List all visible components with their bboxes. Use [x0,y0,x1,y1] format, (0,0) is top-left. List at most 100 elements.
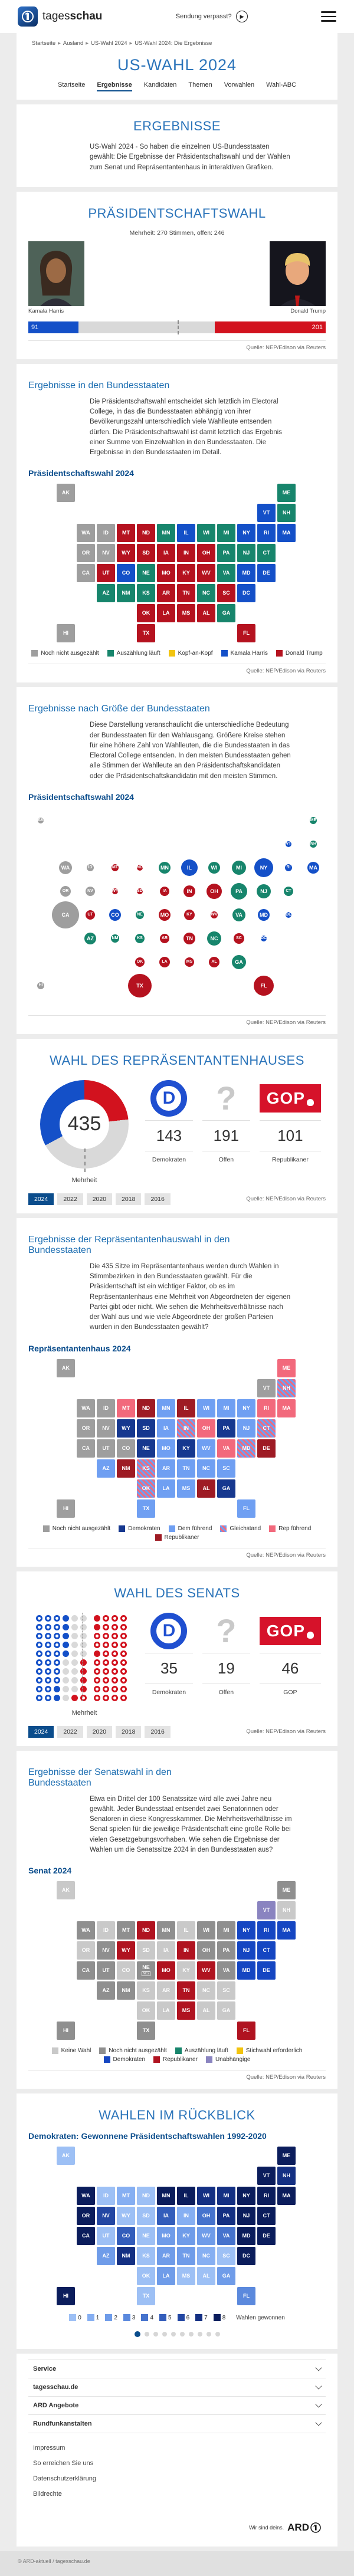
state-NY[interactable]: NY [237,1399,255,1417]
state-MS[interactable]: MS [177,2001,195,2020]
state-WA[interactable]: WA [77,1399,95,1417]
bubble-state-IL[interactable]: IL [181,859,198,876]
state-TX[interactable]: TX [137,624,155,643]
bubble-state-WA[interactable]: WA [59,861,72,874]
carousel-dot-8[interactable] [197,2332,202,2337]
bubble-state-FL[interactable]: FL [254,975,274,996]
state-NE[interactable]: NE [137,2227,155,2245]
state-ME[interactable]: ME [277,484,296,503]
state-CO[interactable]: CO [117,1439,135,1458]
state-MO[interactable]: MO [157,564,175,583]
state-IL[interactable]: IL [177,1921,195,1940]
state-IN[interactable]: IN [177,1419,195,1438]
state-IL[interactable]: IL [177,2187,195,2205]
state-OH[interactable]: OH [197,2207,215,2225]
carousel-dot-5[interactable] [171,2332,176,2337]
tab-startseite[interactable]: Startseite [57,81,86,88]
state-AK[interactable]: AK [57,484,75,503]
carousel-dot-4[interactable] [162,2332,167,2337]
bubble-state-MI[interactable]: MI [232,860,246,875]
state-IL[interactable]: IL [177,1399,195,1417]
bubble-state-NJ[interactable]: NJ [257,884,271,898]
state-NH[interactable]: NH [277,2167,296,2185]
state-ID[interactable]: ID [97,524,115,543]
bubble-state-DE[interactable]: DE [286,911,291,918]
tab-vorwahlen[interactable]: Vorwahlen [224,81,255,88]
bubble-state-TN[interactable]: TN [183,932,195,944]
state-VA[interactable]: VA [217,564,235,583]
state-MN[interactable]: MN [157,524,175,543]
state-OK[interactable]: OK [137,604,155,623]
state-VA[interactable]: VA [217,1439,235,1458]
state-ME[interactable]: ME [277,1358,296,1377]
state-AK[interactable]: AK [57,2147,75,2165]
state-NJ[interactable]: NJ [237,544,255,563]
bubble-state-CA[interactable]: CA [52,901,79,928]
state-NC[interactable]: NC [197,1459,215,1478]
bubble-state-AZ[interactable]: AZ [84,932,96,944]
state-AL[interactable]: AL [197,2267,215,2285]
state-CT[interactable]: CT [257,1419,276,1438]
bubble-state-OR[interactable]: OR [60,885,71,897]
tab-wahl-abc[interactable]: Wahl-ABC [266,81,297,88]
state-OR[interactable]: OR [77,2207,95,2225]
state-MO[interactable]: MO [157,1961,175,1980]
footer-link-datenschutzerkl-rung[interactable]: Datenschutzerklärung [33,2475,97,2482]
footer-link-bildrechte[interactable]: Bildrechte [33,2490,62,2498]
bubble-state-HI[interactable]: HI [37,982,44,989]
bubble-state-SD[interactable]: SD [137,888,143,894]
state-MT[interactable]: MT [117,1921,135,1940]
state-OR[interactable]: OR [77,544,95,563]
year-tab-2024[interactable]: 2024 [28,1193,54,1205]
state-FL[interactable]: FL [237,1499,255,1518]
bubble-state-ID[interactable]: ID [87,864,94,871]
state-TN[interactable]: TN [177,2247,195,2265]
state-ID[interactable]: ID [97,2187,115,2205]
state-NV[interactable]: NV [97,1941,115,1960]
state-CT[interactable]: CT [257,544,276,563]
state-NC[interactable]: NC [197,584,215,603]
state-PA[interactable]: PA [217,1941,235,1960]
breadcrumb-item[interactable]: US-Wahl 2024: Die Ergebnisse [135,40,212,47]
state-SD[interactable]: SD [137,1419,155,1438]
year-tab-2016[interactable]: 2016 [145,1193,171,1205]
bubble-state-DC[interactable]: DC [260,935,267,941]
bubble-state-SC[interactable]: SC [234,933,244,944]
bubble-state-NC[interactable]: NC [207,931,221,946]
state-DC[interactable]: DC [237,2247,255,2265]
bubble-state-KS[interactable]: KS [135,933,145,943]
state-KS[interactable]: KS [137,1459,155,1478]
tab-ergebnisse[interactable]: Ergebnisse [97,81,132,91]
bubble-state-GA[interactable]: GA [232,954,246,969]
state-KY[interactable]: KY [177,1961,195,1980]
state-ID[interactable]: ID [97,1399,115,1417]
state-CA[interactable]: CA [77,2227,95,2245]
state-MS[interactable]: MS [177,604,195,623]
state-CA[interactable]: CA [77,564,95,583]
hamburger-menu-icon[interactable] [320,11,336,22]
state-SC[interactable]: SC [217,2247,235,2265]
state-DC[interactable]: DC [237,584,255,603]
state-WY[interactable]: WY [117,1419,135,1438]
state-OH[interactable]: OH [197,1419,215,1438]
bubble-state-WI[interactable]: WI [208,861,220,874]
state-WV[interactable]: WV [197,1961,215,1980]
bubble-state-IN[interactable]: IN [183,885,195,897]
state-PA[interactable]: PA [217,1419,235,1438]
state-SC[interactable]: SC [217,1459,235,1478]
state-MI[interactable]: MI [217,1921,235,1940]
state-NC[interactable]: NC [197,1981,215,2000]
state-WV[interactable]: WV [197,1439,215,1458]
carousel-dot-2[interactable] [144,2332,149,2337]
bubble-state-AK[interactable]: AK [37,817,44,823]
state-UT[interactable]: UT [97,1439,115,1458]
accordion-tagesschau-de[interactable]: tagesschau.de [28,2378,326,2396]
bubble-state-AL[interactable]: AL [209,956,219,967]
state-TX[interactable]: TX [137,2287,155,2305]
sendung-verpasst-link[interactable]: Sendung verpasst? ▶ [176,11,248,22]
state-UT[interactable]: UT [97,2227,115,2245]
accordion-service[interactable]: Service [28,2360,326,2378]
state-VT[interactable]: VT [257,1901,276,1919]
state-NM[interactable]: NM [117,584,135,603]
state-LA[interactable]: LA [157,1479,175,1498]
